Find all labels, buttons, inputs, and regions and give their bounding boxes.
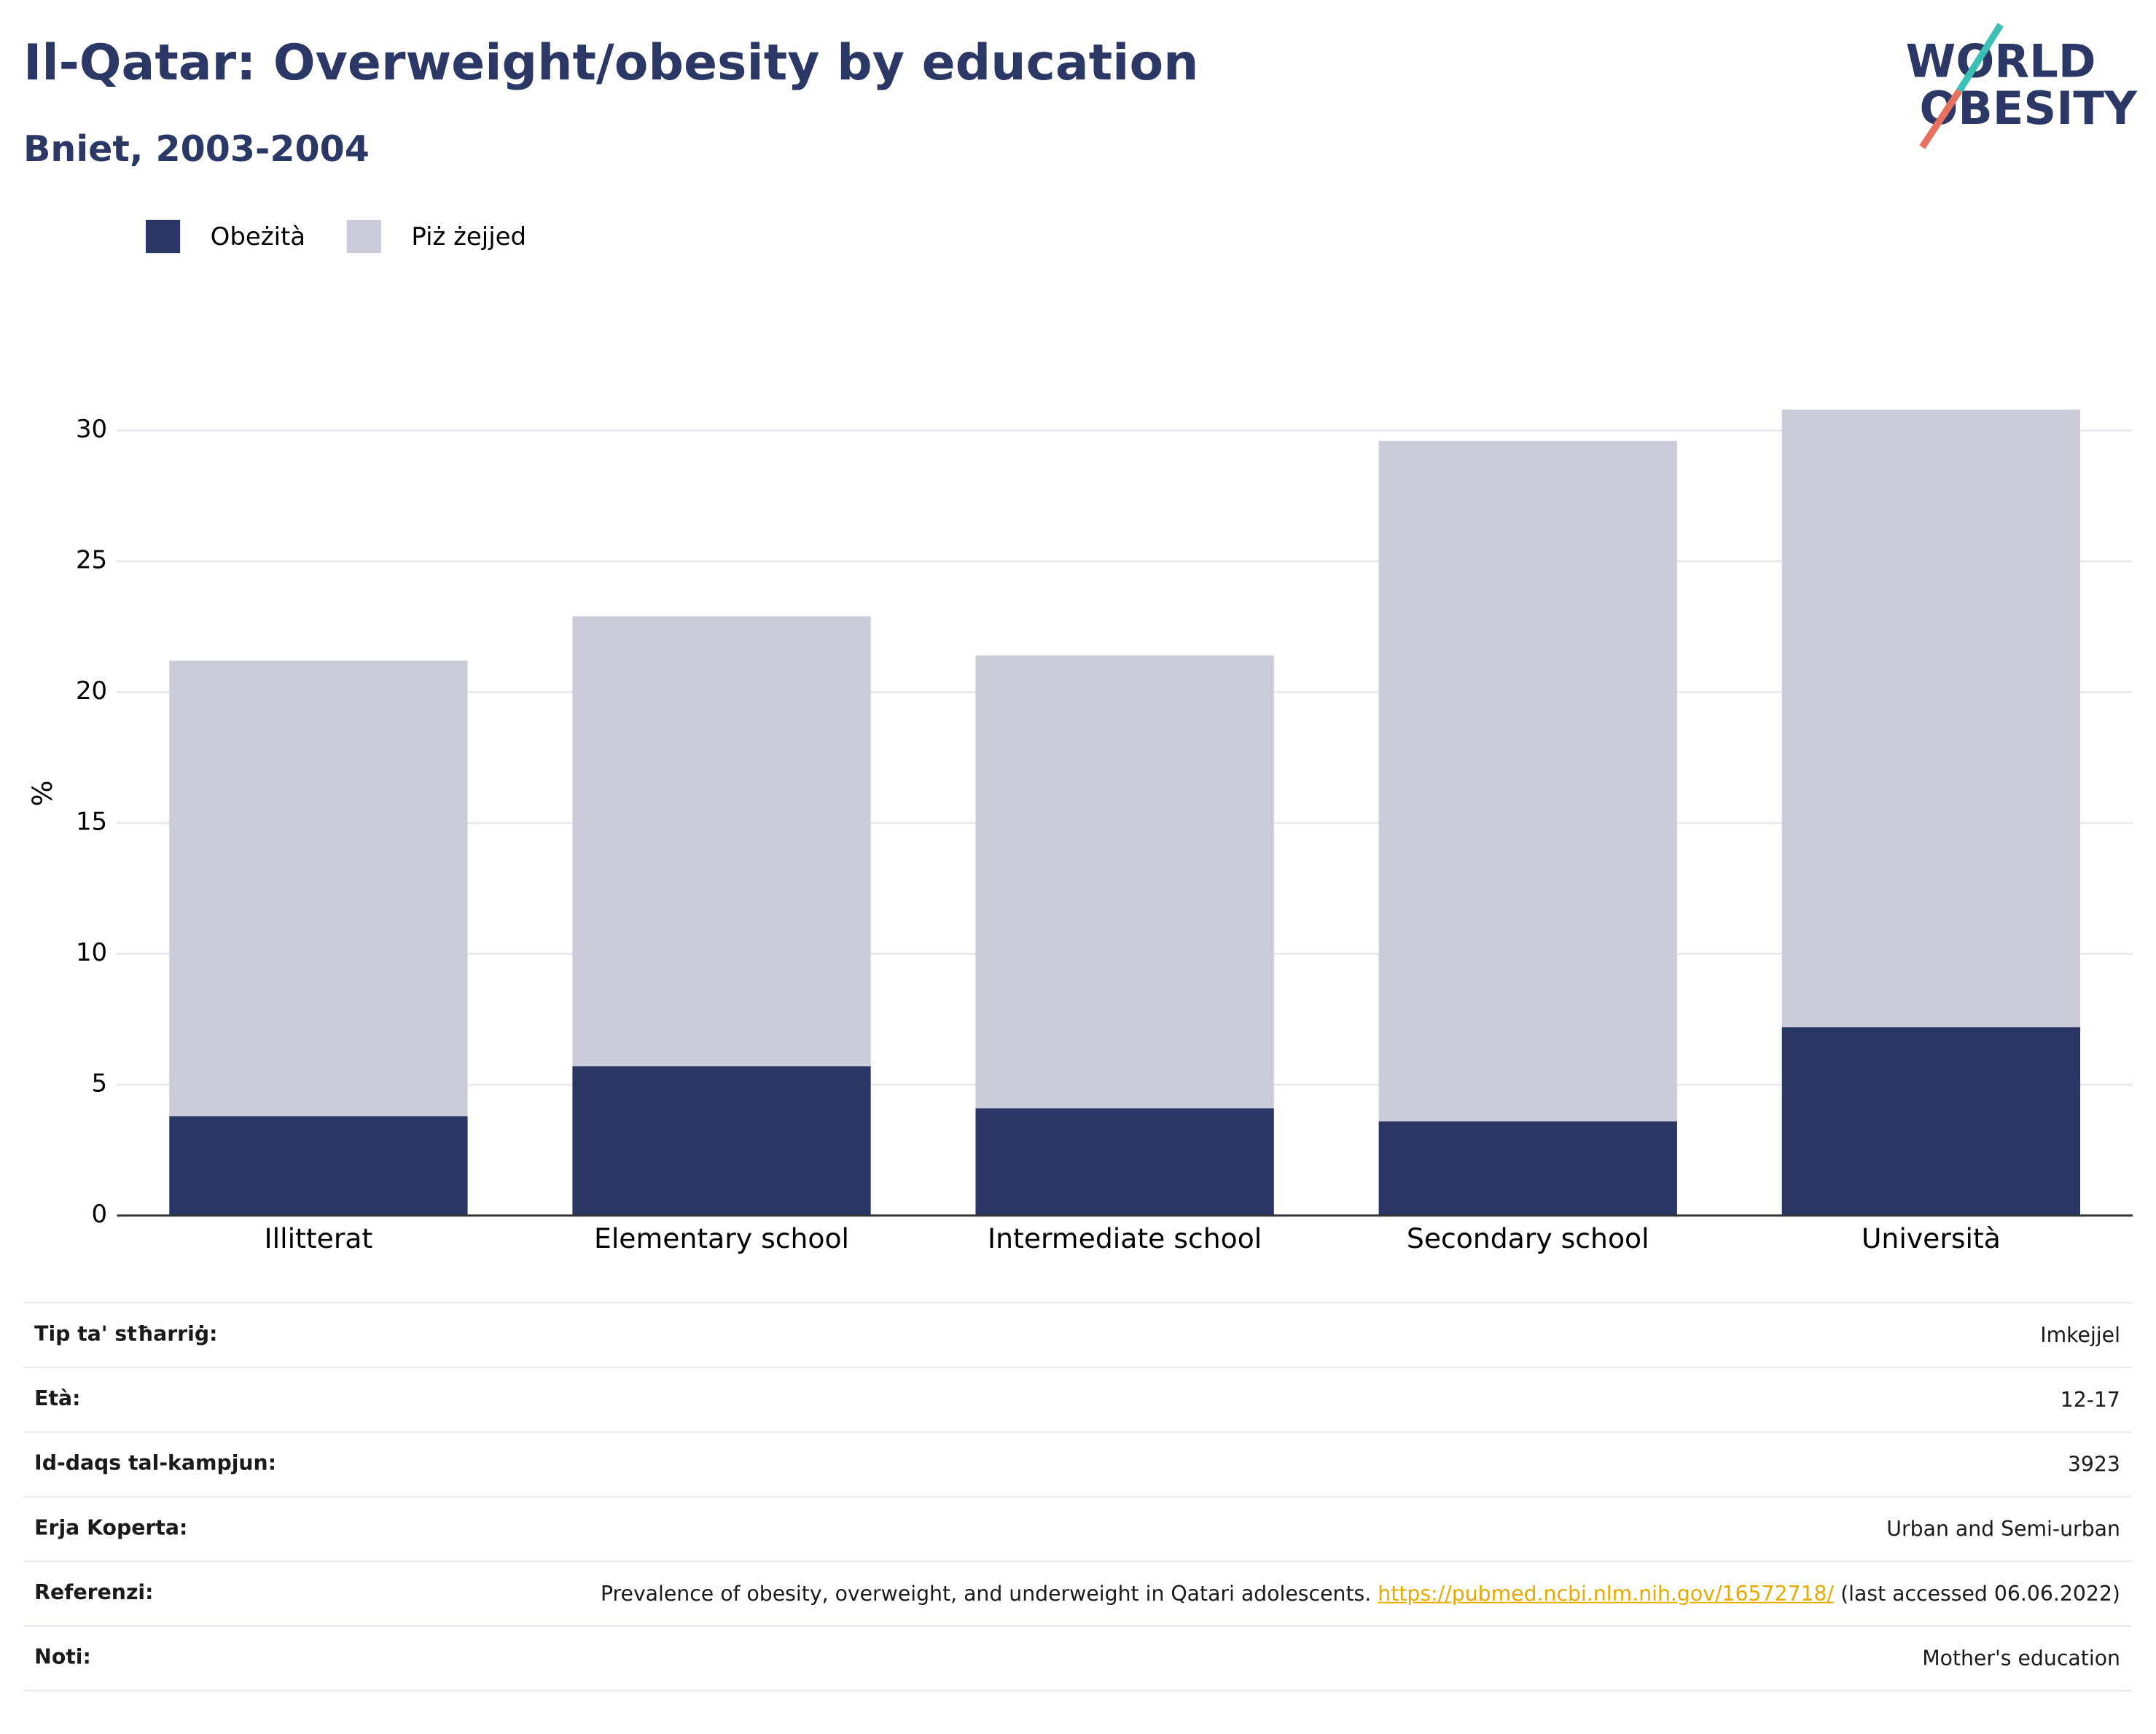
bar	[1781, 1027, 2081, 1216]
bar	[169, 660, 468, 1117]
table-row: Noti: Mother's education	[23, 1625, 2132, 1692]
legend-label: Obeżità	[211, 222, 305, 251]
table-row: Id-daqs tal-kampjun: 3923	[23, 1431, 2132, 1496]
bar	[169, 1116, 468, 1216]
row-label: Id-daqs tal-kampjun:	[34, 1450, 277, 1476]
x-tick-label: Università	[1862, 1222, 2001, 1254]
row-value: Mother's education	[1922, 1646, 2120, 1671]
legend-label: Piż żejjed	[411, 222, 526, 251]
table-row: Referenzi: Prevalence of obesity, overwei…	[23, 1561, 2132, 1625]
bar	[975, 655, 1274, 1109]
x-tick-label: Secondary school	[1407, 1222, 1649, 1254]
chart: Il-Qatar: Overweight/obesity by educatio…	[23, 23, 2138, 1254]
table-row: Età: 12-17	[23, 1367, 2132, 1432]
row-value: Imkejjel	[2040, 1322, 2120, 1348]
bar	[975, 1108, 1274, 1216]
y-tick-label: 15	[76, 808, 107, 837]
logo-text: WORLD	[1906, 35, 2096, 88]
row-label: Noti:	[34, 1644, 91, 1670]
bar	[572, 616, 871, 1067]
logo: WORLD OBESITY	[1906, 23, 2138, 149]
bar	[1781, 409, 2081, 1028]
row-value: 12-17	[2060, 1387, 2120, 1413]
y-axis-label: %	[26, 781, 58, 807]
reference-link[interactable]: https://pubmed.ncbi.nlm.nih.gov/16572718…	[1378, 1581, 1835, 1606]
logo-slash	[1956, 23, 2004, 93]
x-tick-label: Illitterat	[265, 1222, 373, 1254]
reference-accessed: (last accessed 06.06.2022)	[1840, 1581, 2120, 1606]
reference-text: Prevalence of obesity, overweight, and u…	[600, 1581, 1372, 1606]
logo-text: OBESITY	[1920, 82, 2138, 135]
legend-swatch	[145, 219, 181, 254]
row-label: Referenzi:	[34, 1579, 154, 1605]
row-label: Età:	[34, 1386, 81, 1411]
chart-title: Il-Qatar: Overweight/obesity by educatio…	[23, 34, 1198, 92]
info-table: Tip ta' stħarriġ: Imkejjel Età: 12-17 Id-daq…	[23, 1302, 2132, 1692]
row-value: Prevalence of obesity, overweight, and u…	[601, 1580, 2120, 1609]
legend-swatch	[346, 219, 381, 254]
y-tick-label: 10	[76, 938, 107, 967]
row-label: Tip ta' stħarriġ:	[34, 1321, 218, 1346]
bar	[1378, 1121, 1677, 1216]
bar	[572, 1066, 871, 1216]
bar	[1378, 440, 1677, 1122]
x-tick-label: Elementary school	[594, 1222, 849, 1254]
y-tick-label: 20	[76, 676, 107, 706]
table-row: Tip ta' stħarriġ: Imkejjel	[23, 1302, 2132, 1367]
table-row: Erja Koperta: Urban and Semi-urban	[23, 1496, 2132, 1561]
row-label: Erja Koperta:	[34, 1515, 188, 1540]
row-value: 3923	[2067, 1452, 2120, 1477]
row-value: Urban and Semi-urban	[1886, 1516, 2120, 1542]
logo-slash	[1919, 88, 1963, 149]
y-tick-label: 25	[76, 546, 107, 575]
chart-subtitle: Bniet, 2003-2004	[23, 128, 370, 170]
y-tick-label: 0	[92, 1200, 108, 1229]
x-tick-label: Intermediate school	[988, 1222, 1262, 1254]
y-tick-label: 5	[92, 1069, 108, 1098]
y-tick-label: 30	[76, 415, 107, 444]
